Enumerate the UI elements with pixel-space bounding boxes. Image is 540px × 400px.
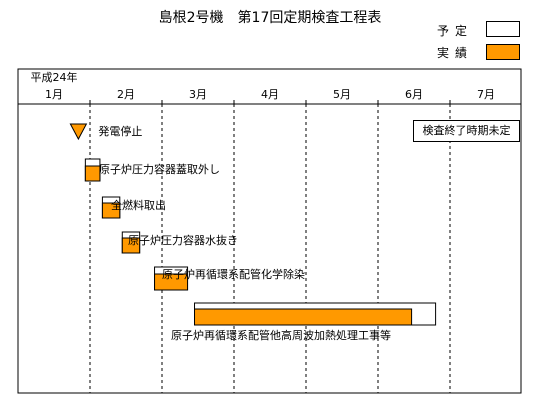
chart-frame: [17, 68, 522, 394]
actual-bar: [84, 165, 101, 182]
task-label: 原子炉再循環系配管化学除染: [162, 267, 305, 281]
legend-actual-swatch: [486, 44, 520, 60]
month-label: 4月: [261, 88, 279, 101]
legend-planned-swatch: [486, 21, 520, 37]
actual-bar: [194, 308, 413, 326]
actual-bar: [101, 202, 121, 219]
month-label: 2月: [117, 88, 135, 101]
task-label: 原子炉圧力容器蓋取外し: [99, 162, 220, 176]
actual-bar: [154, 273, 189, 291]
month-label: 5月: [333, 88, 351, 101]
chart-title: 島根2号機 第17回定期検査工程表: [158, 10, 382, 26]
legend-planned-label: 予定: [437, 24, 474, 38]
task-label: 原子炉再循環系配管他高周波加熱処理工事等: [171, 328, 391, 342]
month-label: 7月: [477, 88, 495, 101]
month-label: 6月: [405, 88, 423, 101]
milestone-label: 発電停止: [98, 124, 142, 138]
inspection-end-note: 検査終了時期未定: [413, 120, 520, 142]
month-label: 3月: [189, 88, 207, 101]
milestone-marker: [69, 123, 88, 141]
task-label: 原子炉圧力容器水抜き: [128, 233, 238, 247]
year-label: 平成24年: [31, 70, 78, 84]
task-label: 全燃料取出: [111, 198, 166, 212]
legend-actual-label: 実績: [437, 46, 474, 60]
actual-bar: [121, 237, 141, 254]
month-label: 1月: [45, 88, 63, 101]
